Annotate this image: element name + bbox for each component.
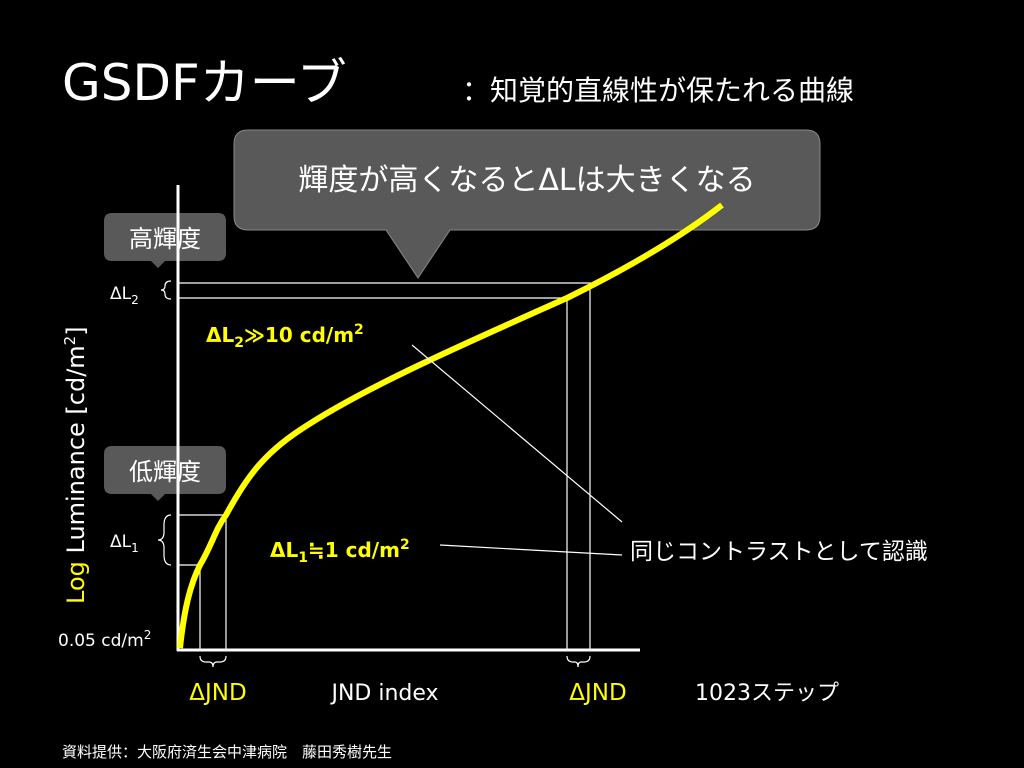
note-low-value: 1 cd/m [325,538,400,562]
badge-low [104,446,226,501]
jnd-left: ΔJND [189,680,246,706]
note-high-base: ΔL [206,323,234,347]
badge-high [104,213,226,268]
brace-l2 [160,280,172,300]
x-axis-label: JND index [329,681,438,706]
y-axis-text: Luminance [cd/m [62,345,90,561]
y-axis-prefix: Log [62,561,90,604]
note-high-rel: ≫ [244,323,265,347]
badge-low-text: 低輝度 [129,458,201,486]
y-axis-sup: 2 [61,336,79,346]
min-label: 0.05 cd/m2 [58,628,151,651]
delta-l1: ΔL1 [110,532,139,555]
delta-l2-base: ΔL [110,284,132,304]
badge-high-text: 高輝度 [129,225,201,253]
gsdf-curve [177,202,724,649]
brace-jnd-left [199,655,227,668]
subtitle: ：知覚的直線性が保たれる曲線 [462,74,854,107]
note-high: ΔL2≫10 cd/m2 [206,322,364,351]
note-high-sub: 2 [234,335,244,351]
brace-l1 [157,514,172,566]
y-axis-suffix: ] [62,326,90,335]
pointer-low [439,544,623,556]
delta-l1-base: ΔL [110,532,132,552]
note-high-value: 10 cd/m [265,323,354,347]
delta-l1-sub: 1 [131,541,139,555]
steps-label: 1023ステップ [695,681,839,706]
callout-box [233,129,821,279]
footer: 資料提供：大阪府済生会中津病院 藤田秀樹先生 [62,743,392,761]
jnd-right: ΔJND [569,680,626,706]
note-low-rel: ≒ [308,538,325,562]
same-contrast: 同じコントラストとして認識 [630,539,928,565]
y-axis-label: Log Luminance [cd/m2] [61,326,90,604]
note-low-base: ΔL [270,538,298,562]
callout-text: 輝度が高くなるとΔLは大きくなる [298,163,755,198]
note-low-sup: 2 [400,537,410,553]
note-high-sup: 2 [354,322,364,338]
delta-l2-sub: 2 [131,293,139,307]
note-low-sub: 1 [298,550,308,566]
note-low: ΔL1≒1 cd/m2 [270,537,410,566]
pointer-high [411,344,623,523]
brace-jnd-right [566,655,591,668]
min-label-sup: 2 [144,628,152,642]
delta-l2: ΔL2 [110,284,139,307]
title: GSDFカーブ [62,54,347,112]
min-label-text: 0.05 cd/m [58,631,144,651]
